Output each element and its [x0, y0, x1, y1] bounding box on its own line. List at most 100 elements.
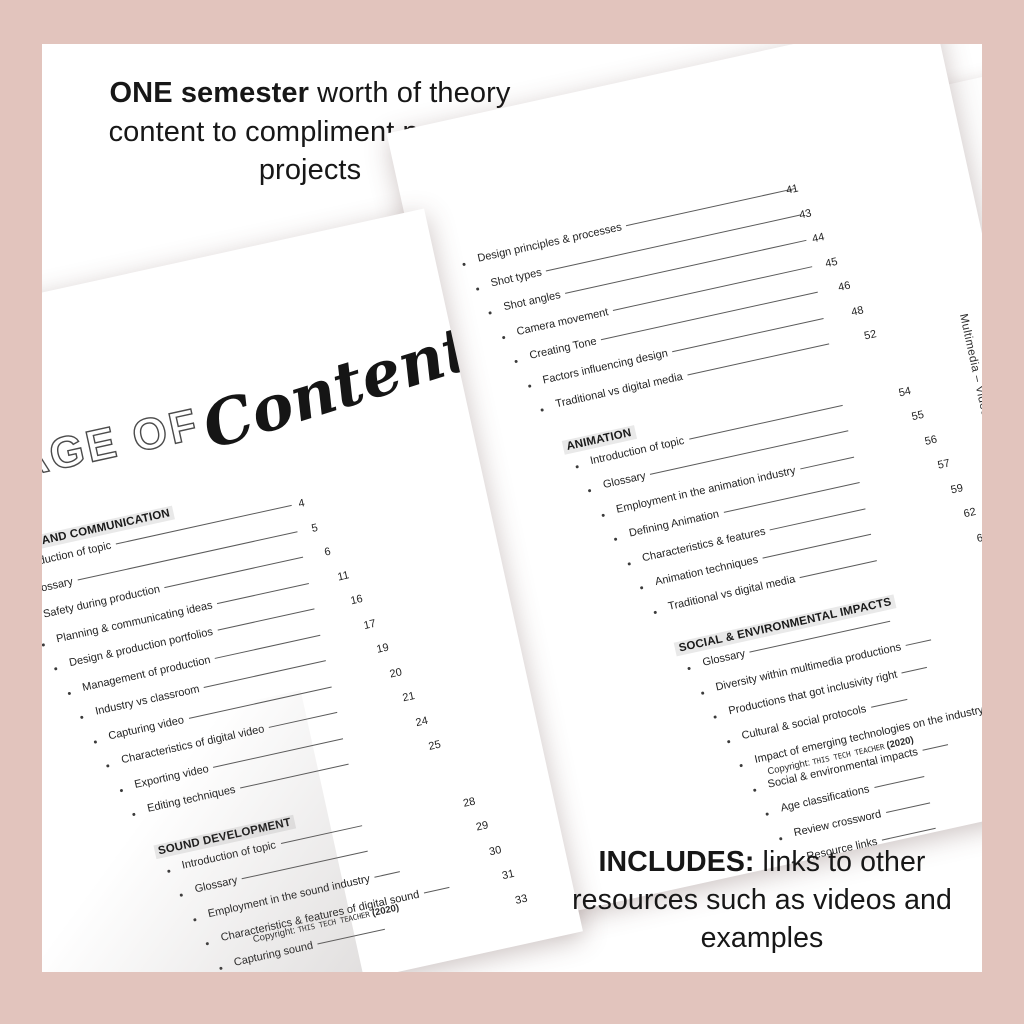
toc-leader-dots	[241, 850, 368, 880]
toc-entry-page-number: 45	[824, 255, 839, 270]
list-bullet	[514, 359, 518, 364]
list-bullet	[752, 788, 756, 792]
toc-entry-page-number: 31	[500, 867, 516, 883]
toc-entry-page-number: 43	[798, 206, 813, 222]
toc-entry-page-number: 57	[936, 457, 952, 472]
toc-entry-page-number: 65	[975, 530, 982, 545]
toc-entry-page-number: 4	[297, 497, 306, 511]
list-bullet	[540, 408, 544, 412]
list-bullet	[527, 383, 531, 388]
toc-entry-page-number: 62	[962, 505, 978, 521]
toc-leader-dots	[546, 213, 801, 271]
toc-leader-dots	[203, 660, 326, 688]
toc-entry-page-number: 41	[785, 182, 800, 197]
list-bullet	[626, 561, 631, 566]
toc-entry-label: Camera movement	[515, 305, 610, 338]
toc-entry-page-number: 20	[388, 665, 403, 681]
list-bullet	[501, 335, 505, 339]
list-bullet	[66, 691, 71, 695]
toc-leader-dots	[799, 559, 877, 578]
list-bullet	[726, 739, 730, 744]
list-bullet	[132, 812, 136, 817]
toc-entry-page-number: 54	[897, 384, 913, 399]
list-bullet	[119, 788, 123, 792]
toc-leader-dots	[214, 634, 321, 659]
toc-entry-label: Creating Tone	[528, 335, 598, 362]
toc-entry-page-number: 25	[427, 738, 443, 753]
list-bullet	[700, 690, 704, 695]
list-bullet	[53, 667, 58, 671]
promo-headline-top-strong: ONE semester	[109, 77, 309, 109]
toc-entry-page-number: 6	[323, 545, 332, 559]
toc-entry-page-number: 29	[474, 819, 490, 834]
toc-entry-page-number: 55	[910, 408, 926, 424]
toc-entry-page-number: 46	[837, 279, 852, 294]
toc-leader-dots	[317, 928, 385, 944]
toc-leader-dots	[901, 666, 928, 674]
toc-entry-label: Exporting video	[133, 762, 210, 791]
toc-entry-label: Review crossword	[792, 807, 883, 839]
toc-leader-dots	[905, 638, 932, 646]
list-bullet	[778, 836, 782, 841]
list-bullet	[166, 869, 171, 873]
toc-entry-label: Editing techniques	[146, 783, 237, 815]
list-bullet	[475, 286, 479, 291]
toc-entry-page-number: 5	[310, 521, 319, 535]
list-bullet	[639, 586, 644, 590]
toc-entry-page-number: 37	[548, 948, 563, 963]
toc-entry-page-number: 30	[487, 843, 503, 858]
toc-entry-page-number: 44	[811, 231, 826, 246]
toc-leader-dots	[374, 870, 401, 878]
toc-leader-dots	[885, 801, 931, 813]
list-bullet	[106, 764, 110, 768]
toc-entry-label: Glossary	[42, 575, 75, 597]
list-bullet	[80, 715, 84, 720]
toc-entry-label: Glossary	[193, 874, 239, 896]
promo-headline-bottom: INCLUDES: links to other resources such …	[562, 844, 962, 958]
list-bullet	[587, 488, 592, 493]
toc-entry-label: Shot angles	[502, 289, 562, 314]
list-bullet	[739, 763, 743, 768]
toc-leader-dots	[216, 582, 309, 604]
list-bullet	[652, 610, 657, 614]
toc-leader-dots	[77, 530, 298, 581]
toc-leader-dots	[769, 507, 866, 530]
toc-leader-dots	[870, 698, 908, 708]
toc-entry-label: Capturing video	[107, 713, 185, 742]
list-bullet	[93, 739, 97, 744]
toc-entry-page-number: 33	[513, 892, 529, 907]
list-bullet	[218, 966, 223, 970]
list-bullet	[613, 537, 618, 542]
toc-leader-dots	[217, 608, 315, 631]
toc-leader-dots	[881, 827, 936, 841]
list-bullet	[765, 812, 769, 816]
toc-entry-page-number: 21	[401, 690, 416, 705]
list-bullet	[179, 893, 184, 897]
list-bullet	[687, 666, 691, 671]
list-bullet	[600, 513, 605, 517]
toc-entry-label: Capturing sound	[232, 939, 315, 969]
toc-entry-label: Characteristics & features of digital so…	[219, 888, 421, 944]
list-bullet	[42, 642, 45, 647]
list-bullet	[574, 464, 579, 469]
toc-leader-dots	[800, 456, 855, 469]
toc-leader-dots	[239, 763, 349, 789]
list-bullet	[713, 715, 717, 719]
toc-entry-page-number: 59	[949, 481, 965, 496]
toc-leader-dots	[423, 886, 450, 894]
product-mockup-canvas: ONE semester worth of theory content to …	[42, 44, 982, 972]
toc-leader-dots	[762, 533, 872, 559]
toc-entry-page-number: 24	[414, 714, 430, 729]
toc-entry-page-number: 28	[461, 794, 477, 810]
toc-leader-dots	[922, 743, 948, 751]
toc-entry-page-number: 17	[362, 617, 377, 632]
toc-entry-page-number: 48	[850, 303, 865, 319]
toc-entry-page-number: 11	[336, 568, 351, 584]
list-bullet	[488, 311, 492, 315]
toc-entry-page-number: 19	[375, 641, 390, 656]
toc-entry-page-number: 16	[349, 592, 364, 608]
toc-leader-dots	[565, 239, 807, 294]
toc-leader-dots	[268, 711, 338, 728]
toc-entry[interactable]: Editing techniques	[146, 758, 355, 815]
toc-entry-label: Shot types	[489, 266, 543, 289]
